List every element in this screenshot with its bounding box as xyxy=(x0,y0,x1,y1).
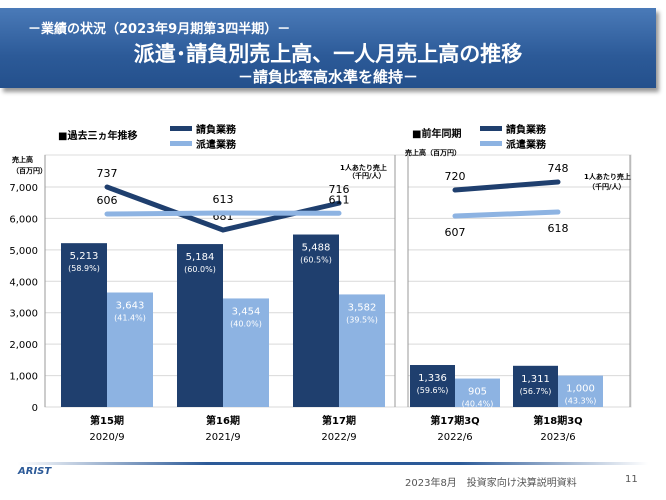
x-tick-label: 第17期3Q xyxy=(430,414,479,427)
y-tick-label: 5,000 xyxy=(9,246,38,257)
x-tick-label: 第18期3Q xyxy=(533,414,582,427)
page-title: 派遣･請負別売上高、一人月売上高の推移 xyxy=(133,42,523,66)
bar-share-label: (43.3%) xyxy=(565,397,597,406)
bar-share-label: (58.9%) xyxy=(68,264,100,273)
bar-value-label: 5,184 xyxy=(186,252,215,263)
bar-share-label: (39.5%) xyxy=(346,315,378,324)
bar xyxy=(410,365,455,407)
bar-value-label: 1,336 xyxy=(418,373,447,384)
y2-axis-label: （千円/人） xyxy=(348,171,386,180)
bar-value-label: 3,643 xyxy=(116,301,145,312)
company-logo: ARIST xyxy=(18,466,52,477)
x-tick-label: 第16期 xyxy=(206,414,240,427)
bar xyxy=(61,243,107,407)
legend-swatch xyxy=(480,141,502,146)
bar-share-label: (56.7%) xyxy=(520,387,552,396)
bar-value-label: 3,582 xyxy=(348,302,377,313)
y-tick-label: 4,000 xyxy=(9,277,38,288)
bar-share-label: (41.4%) xyxy=(114,314,146,323)
x-tick-label: 2021/9 xyxy=(205,432,240,443)
bar-share-label: (40.0%) xyxy=(230,319,262,328)
legend-label: 派遣業務 xyxy=(506,138,547,151)
sales-chart: 0 1,000 2,000 3,000 4,000 5,000 6,000 7,000 ■過去三… xyxy=(9,123,632,443)
legend-swatch xyxy=(170,141,192,146)
x-tick-label: 第17期 xyxy=(322,414,356,427)
x-tick-label: 2023/6 xyxy=(540,432,575,443)
legend-swatch xyxy=(480,126,502,131)
footer-divider xyxy=(18,462,648,465)
bar xyxy=(177,244,223,407)
y2-axis-label: 1人あたり売上 xyxy=(340,163,387,172)
line-value-label: 720 xyxy=(445,170,466,183)
y-tick-label: 1,000 xyxy=(9,372,38,383)
bar-share-label: (60.5%) xyxy=(300,256,332,265)
title-banner: －業績の状況（2023年9月期第3四半期）－ 派遣･請負別売上高、一人月売上高の… xyxy=(0,8,656,88)
bar xyxy=(339,294,385,407)
y-tick-label: 7,000 xyxy=(9,183,38,194)
bar-value-label: 1,311 xyxy=(521,374,550,385)
bar-share-label: (60.0%) xyxy=(184,265,216,274)
x-tick-label: 2022/9 xyxy=(321,432,356,443)
bar-value-label: 905 xyxy=(468,387,487,398)
line-value-label: 611 xyxy=(329,193,350,206)
y2-axis-label: （千円/人） xyxy=(588,182,626,191)
legend-label: 派遣業務 xyxy=(196,138,237,151)
x-tick-label: 2022/6 xyxy=(437,432,472,443)
line-value-label: 607 xyxy=(445,226,466,239)
y-tick-label: 6,000 xyxy=(9,214,38,225)
per-person-line xyxy=(452,179,561,193)
footer-text: 2023年8月 投資家向け決算説明資料 xyxy=(405,478,577,489)
page-number: 11 xyxy=(625,474,638,485)
bar-value-label: 5,488 xyxy=(302,243,331,254)
bar xyxy=(558,375,603,407)
y-tick-label: 0 xyxy=(32,403,38,414)
bar xyxy=(455,378,500,407)
y-axis-label: 売上高 xyxy=(12,155,33,164)
per-person-line xyxy=(452,209,561,219)
legend-swatch xyxy=(170,126,192,131)
legend-label: 請負業務 xyxy=(506,123,547,136)
line-value-label: 716 xyxy=(329,183,350,196)
bar-value-label: 3,454 xyxy=(232,306,261,317)
chart-title: ■前年同期 xyxy=(412,127,461,140)
line-value-label: 606 xyxy=(97,194,118,207)
bar-share-label: (59.6%) xyxy=(417,386,449,395)
x-tick-label: 第15期 xyxy=(90,414,124,427)
line-value-label: 737 xyxy=(97,167,118,180)
bar xyxy=(513,365,558,407)
x-tick-label: 2020/9 xyxy=(89,432,124,443)
bar xyxy=(223,298,269,407)
line-value-label: 748 xyxy=(548,162,569,175)
bar-value-label: 1,000 xyxy=(566,384,595,395)
bar xyxy=(293,234,339,407)
y-tick-label: 3,000 xyxy=(9,309,38,320)
bar-value-label: 5,213 xyxy=(70,251,99,262)
bar-share-label: (40.4%) xyxy=(462,400,494,409)
bar xyxy=(107,292,153,407)
line-value-label: 613 xyxy=(213,193,234,206)
y-axis-label: （百万円） xyxy=(12,167,47,175)
page-subtitle: －請負比率高水準を維持－ xyxy=(237,68,418,86)
per-person-line xyxy=(104,210,342,217)
chart-title: ■過去三ヵ年推移 xyxy=(58,129,137,142)
y2-axis-label: 1人あたり売上 xyxy=(584,172,631,181)
line-value-label: 618 xyxy=(548,222,569,235)
y-tick-label: 2,000 xyxy=(9,340,38,351)
y-axis-label: 売上高（百万円） xyxy=(405,148,461,157)
legend-label: 請負業務 xyxy=(196,123,237,136)
section-label: －業績の状況（2023年9月期第3四半期）－ xyxy=(28,22,291,37)
